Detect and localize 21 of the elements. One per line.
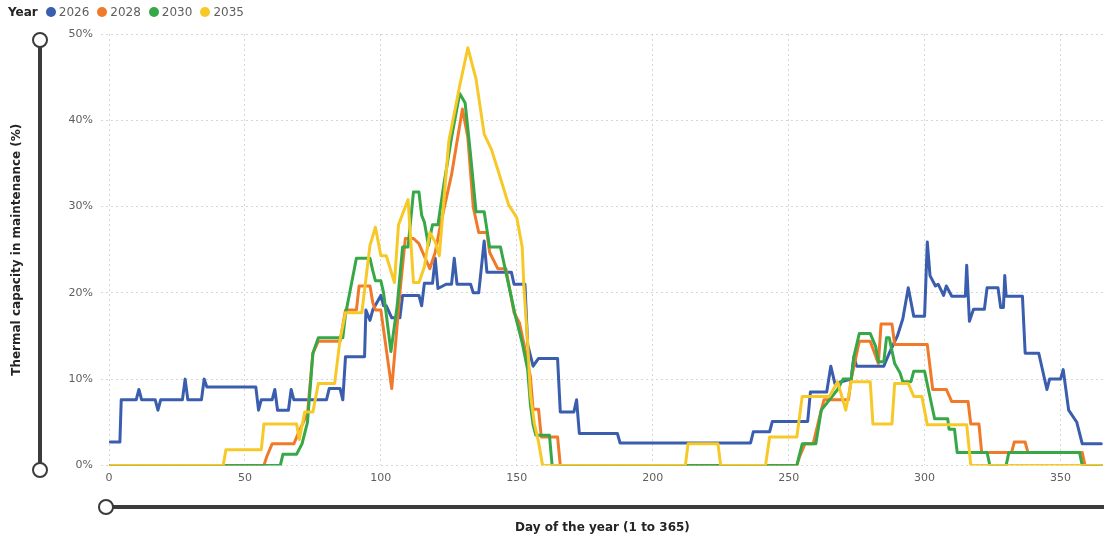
legend-title: Year (8, 5, 38, 19)
legend-label: 2028 (110, 5, 141, 19)
y-tick-label: 50% (68, 26, 93, 40)
y-tick-label: 10% (68, 371, 93, 385)
x-tick-label: 50 (237, 470, 252, 484)
x-tick-label: 200 (642, 470, 664, 484)
x-tick-label: 250 (778, 470, 800, 484)
y-axis-title: Thermal capacity in maintenance (%) (9, 123, 24, 376)
legend-label: 2035 (213, 5, 244, 19)
x-axis-title: Day of the year (1 to 365) (515, 519, 690, 534)
y-tick-label: 30% (68, 199, 93, 213)
x-tick-label: 0 (105, 470, 113, 484)
x-tick-label: 150 (506, 470, 528, 484)
y-tick-label: 0% (75, 458, 93, 472)
x-tick-label: 100 (370, 470, 392, 484)
x-tick-label: 300 (914, 470, 936, 484)
y-tick-label: 20% (68, 285, 93, 299)
legend-label: 2026 (58, 5, 90, 19)
x-tick-label: 350 (1050, 470, 1071, 484)
y-tick-label: 40% (68, 113, 93, 127)
legend-label: 2030 (161, 5, 193, 19)
